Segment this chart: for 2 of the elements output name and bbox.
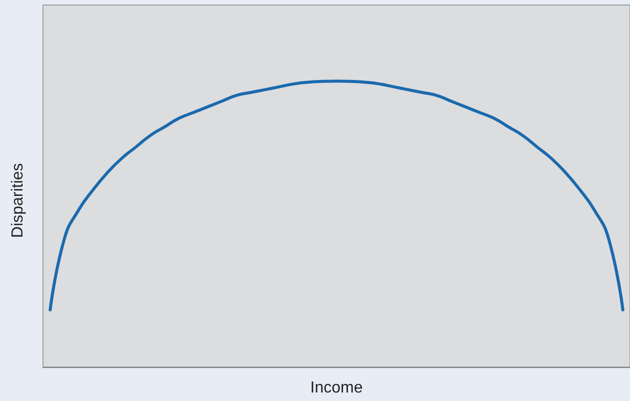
y-axis-title: Disparities: [10, 163, 26, 238]
x-axis-title: Income: [310, 380, 363, 396]
